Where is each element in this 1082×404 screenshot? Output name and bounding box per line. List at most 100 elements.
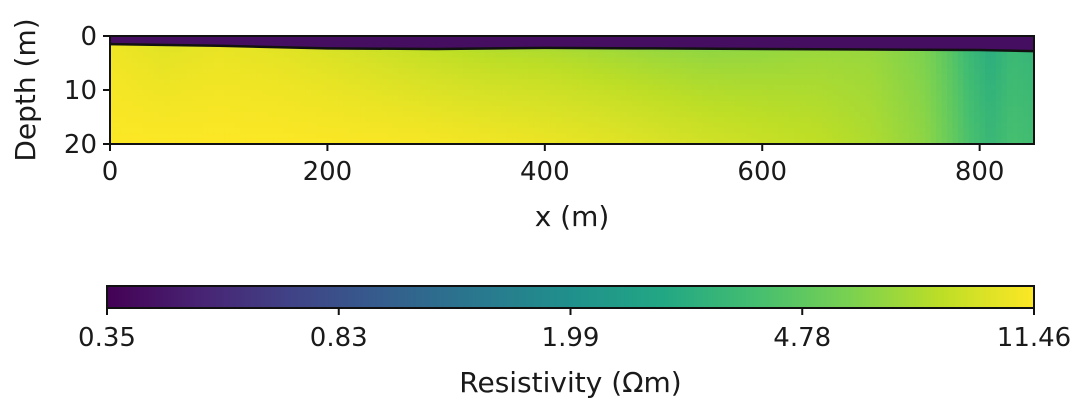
heatmap-cell <box>724 111 731 118</box>
heatmap-cell <box>273 73 280 80</box>
heatmap-cell <box>349 73 356 80</box>
heatmap-cell <box>577 63 584 69</box>
heatmap-cell <box>235 138 242 144</box>
heatmap-cell <box>191 133 198 140</box>
heatmap-cell <box>283 117 290 123</box>
heatmap-cell <box>615 106 622 113</box>
heatmap-cell <box>479 68 486 75</box>
heatmap-cell <box>294 68 301 75</box>
heatmap-cell <box>930 138 937 144</box>
heatmap-cell <box>533 68 540 75</box>
heatmap-cell <box>963 106 970 113</box>
heatmap-cell <box>533 127 540 134</box>
heatmap-cell <box>767 68 774 75</box>
heatmap-cell <box>153 73 160 80</box>
heatmap-cell <box>626 138 633 144</box>
heatmap-cell <box>229 68 236 75</box>
heatmap-cell <box>658 79 665 86</box>
heatmap-cell <box>561 133 568 140</box>
heatmap-cell <box>735 111 742 118</box>
heatmap-cell <box>745 127 752 134</box>
heatmap-cell <box>153 122 160 129</box>
heatmap-cell <box>1028 90 1034 96</box>
heatmap-cell <box>110 95 117 102</box>
heatmap-cell <box>838 68 845 75</box>
heatmap-cell <box>626 46 633 53</box>
heatmap-cell <box>305 63 312 69</box>
heatmap-cell <box>816 73 823 80</box>
heatmap-cell <box>1028 57 1034 64</box>
heatmap-cell <box>566 79 573 86</box>
heatmap-cell <box>512 95 519 102</box>
heatmap-cell <box>610 68 617 75</box>
heatmap-cell <box>773 133 780 140</box>
heatmap-cell <box>332 84 339 91</box>
heatmap-cell <box>637 46 644 53</box>
heatmap-cell <box>495 79 502 86</box>
heatmap-cell <box>343 122 350 129</box>
heatmap-cell <box>131 133 138 140</box>
heatmap-cell <box>169 133 176 140</box>
heatmap-cell <box>180 68 187 75</box>
heatmap-cell <box>349 63 356 69</box>
heatmap-cell <box>735 100 742 107</box>
heatmap-cell <box>620 90 627 96</box>
heatmap-cell <box>1012 52 1019 59</box>
heatmap-cell <box>213 100 220 107</box>
heatmap-cell <box>414 111 421 118</box>
heatmap-cell <box>658 63 665 69</box>
heatmap-cell <box>207 79 214 86</box>
heatmap-cell <box>485 84 492 91</box>
heatmap-cell <box>213 63 220 69</box>
heatmap-cell <box>582 73 589 80</box>
heatmap-cell <box>517 84 524 91</box>
heatmap-cell <box>952 84 959 91</box>
heatmap-cell <box>1028 111 1034 118</box>
heatmap-cell <box>262 52 269 59</box>
heatmap-cell <box>218 117 225 123</box>
heatmap-cell <box>555 73 562 80</box>
heatmap-cell <box>523 106 530 113</box>
heatmap-cell <box>860 106 867 113</box>
heatmap-cell <box>985 90 992 96</box>
heatmap-cell <box>593 111 600 118</box>
heatmap-cell <box>169 95 176 102</box>
heatmap-cell <box>245 127 252 134</box>
heatmap-cell <box>985 73 992 80</box>
heatmap-cell <box>615 117 622 123</box>
heatmap-cell <box>463 100 470 107</box>
heatmap-cell <box>686 117 693 123</box>
heatmap-cell <box>588 63 595 69</box>
heatmap-cell <box>273 100 280 107</box>
heatmap-cell <box>778 68 785 75</box>
heatmap-cell <box>876 90 883 96</box>
heatmap-cell <box>1012 57 1019 64</box>
heatmap-cell <box>707 95 714 102</box>
heatmap-cell <box>414 95 421 102</box>
heatmap-cell <box>865 111 872 118</box>
heatmap-cell <box>957 63 964 69</box>
heatmap-cell <box>495 95 502 102</box>
heatmap-cell <box>414 90 421 96</box>
heatmap-cell <box>968 106 975 113</box>
heatmap-cell <box>278 111 285 118</box>
heatmap-cell <box>822 111 829 118</box>
heatmap-cell <box>110 90 117 96</box>
heatmap-cell <box>273 52 280 59</box>
heatmap-cell <box>414 73 421 80</box>
heatmap-cell <box>436 73 443 80</box>
heatmap-cell <box>729 84 736 91</box>
heatmap-cell <box>528 79 535 86</box>
heatmap-cell <box>414 63 421 69</box>
heatmap-cell <box>745 52 752 59</box>
heatmap-cell <box>849 95 856 102</box>
heatmap-cell <box>495 90 502 96</box>
heatmap-cell <box>620 106 627 113</box>
heatmap-cell <box>1006 122 1013 129</box>
heatmap-cell <box>218 138 225 144</box>
heatmap-cell <box>245 73 252 80</box>
heatmap-cell <box>441 100 448 107</box>
heatmap-cell <box>827 133 834 140</box>
heatmap-cell <box>816 138 823 144</box>
heatmap-cell <box>278 133 285 140</box>
